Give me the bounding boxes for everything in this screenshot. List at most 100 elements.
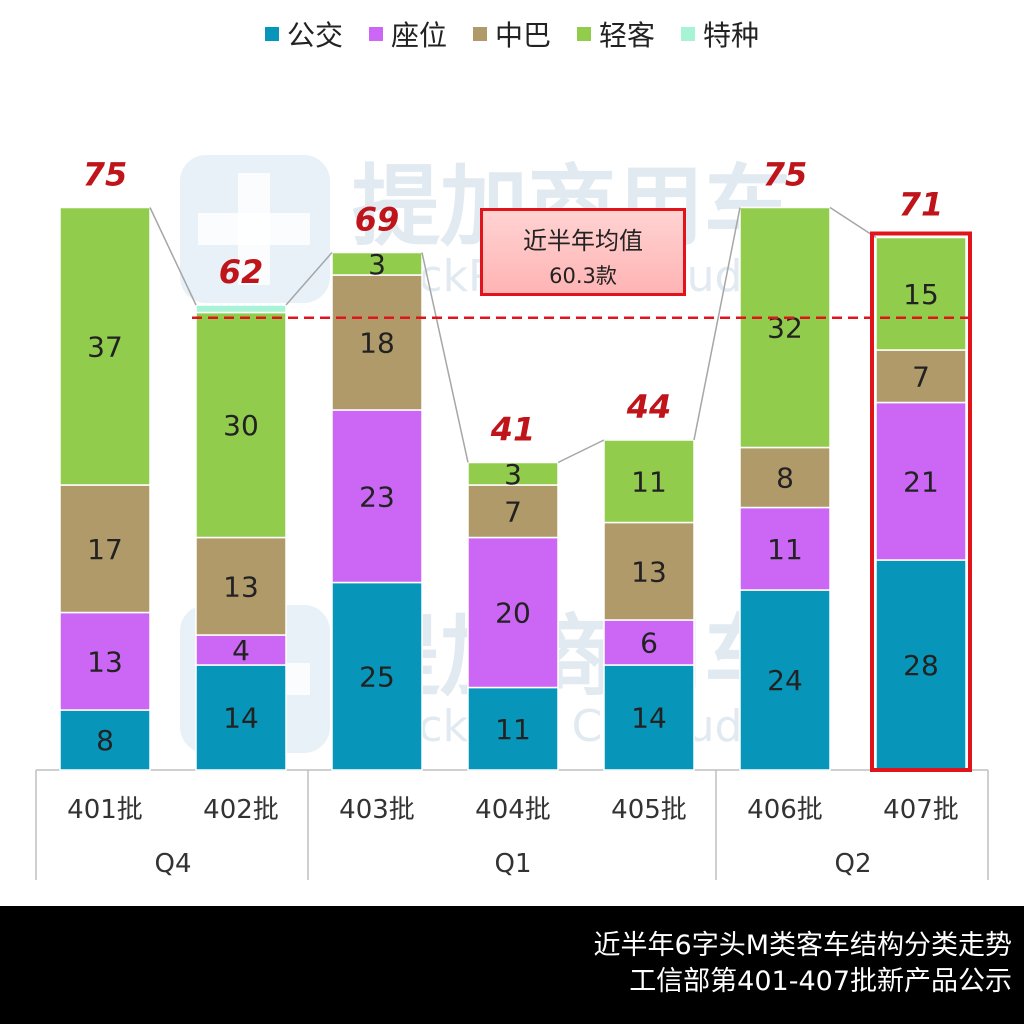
- x-tick-label: 405批: [611, 795, 687, 825]
- segment-value-label: 25: [359, 660, 395, 693]
- bar-segment-公交: [739, 589, 831, 771]
- bar-segment-公交: [331, 581, 423, 771]
- legend-label: 轻客: [599, 19, 656, 52]
- bar-segment-公交: [467, 686, 559, 771]
- segment-value-label: 11: [767, 533, 803, 566]
- legend-label: 特种: [703, 19, 760, 52]
- segment-value-label: 8: [776, 462, 794, 495]
- group-label: Q2: [834, 849, 871, 879]
- group-label: Q4: [154, 849, 191, 879]
- total-label: 75: [763, 156, 808, 194]
- legend-label: 座位: [390, 19, 447, 52]
- segment-value-label: 20: [495, 597, 531, 630]
- average-callout-value: 60.3款: [549, 264, 617, 288]
- legend-swatch: [577, 27, 591, 41]
- segment-value-label: 23: [359, 480, 395, 513]
- bar-segment-座位: [739, 506, 831, 591]
- segment-value-label: 24: [767, 664, 803, 697]
- segment-value-label: 37: [87, 330, 123, 363]
- bar-segment-轻客: [331, 251, 423, 276]
- total-connector-line: [149, 207, 197, 306]
- x-tick-label: 404批: [475, 795, 551, 825]
- segment-value-label: 32: [767, 312, 803, 345]
- segment-value-label: 6: [640, 627, 658, 660]
- average-callout-title: 近半年均值: [523, 227, 643, 255]
- legend-label: 中巴: [494, 19, 551, 52]
- total-connector-line: [285, 252, 333, 306]
- segment-value-label: 18: [359, 327, 395, 360]
- segment-value-label: 13: [223, 570, 259, 603]
- bar-segment-特种: [195, 304, 287, 314]
- footer-line-2: 工信部第401-407批新产品公示: [629, 966, 1012, 997]
- legend-swatch: [681, 27, 696, 41]
- bar-segment-座位: [59, 611, 151, 711]
- legend-item: 轻客: [577, 14, 655, 54]
- segment-value-label: 13: [87, 645, 123, 678]
- bar-segment-公交: [875, 559, 967, 771]
- total-connector-line: [557, 439, 605, 464]
- segment-value-label: 17: [87, 533, 123, 566]
- watermark-logo-bar: [198, 213, 310, 245]
- watermark-en-text: TruckPlus CV studio: [351, 701, 782, 752]
- bar-segment-中巴: [331, 274, 423, 411]
- segment-value-label: 21: [903, 465, 939, 498]
- highlight-frame: [870, 231, 972, 772]
- x-tick-label: 403批: [339, 795, 415, 825]
- segment-value-label: 30: [223, 409, 259, 442]
- segment-value-label: 14: [223, 702, 259, 735]
- bar-segment-轻客: [603, 439, 695, 524]
- bar-segment-轻客: [875, 236, 967, 351]
- total-connectors: [149, 206, 877, 464]
- segment-value-label: 14: [631, 702, 667, 735]
- group-label: Q1: [494, 849, 531, 879]
- bar-segment-座位: [875, 401, 967, 561]
- bar-segment-中巴: [59, 484, 151, 614]
- x-tick-label: 407批: [883, 795, 959, 825]
- bar-segment-中巴: [875, 349, 967, 404]
- segment-value-label: 11: [495, 713, 531, 746]
- total-connector-line: [829, 206, 877, 239]
- average-callout: 近半年均值 60.3款: [480, 208, 686, 296]
- x-tick-label: 402批: [203, 795, 279, 825]
- total-label: 69: [355, 201, 400, 239]
- bar-segment-轻客: [467, 461, 559, 486]
- total-label: 44: [626, 388, 672, 426]
- total-label: 41: [490, 411, 536, 449]
- segment-value-label: 4: [232, 634, 250, 667]
- total-connector-line: [693, 207, 741, 441]
- legend-item: 中巴: [472, 14, 551, 54]
- segment-value-label: 7: [912, 360, 930, 393]
- total-label: 71: [899, 186, 944, 224]
- bar-segment-中巴: [603, 521, 695, 621]
- bar-segment-轻客: [195, 311, 287, 539]
- bar-segment-中巴: [467, 484, 559, 539]
- total-connector-line: [421, 252, 469, 463]
- bar-segment-座位: [331, 409, 423, 584]
- segment-value-label: 8: [96, 724, 114, 757]
- segment-value-label: 3: [368, 248, 386, 281]
- bar-segment-轻客: [739, 206, 831, 449]
- total-label: 62: [219, 253, 264, 291]
- bar-segment-轻客: [59, 206, 151, 486]
- legend-swatch: [264, 27, 279, 41]
- bar-segment-座位: [195, 634, 287, 666]
- legend-label: 公交: [286, 19, 343, 52]
- segment-value-label: 13: [631, 555, 667, 588]
- footer: 近半年6字头M类客车结构分类走势 工信部第401-407批新产品公示: [0, 906, 1024, 1024]
- segment-value-label: 3: [504, 458, 522, 491]
- legend-item: 特种: [681, 14, 759, 54]
- segment-value-label: 15: [903, 278, 939, 311]
- bar-segment-公交: [603, 664, 695, 771]
- watermark-cn-text: 提加商用车: [352, 605, 792, 708]
- bar-segment-中巴: [195, 536, 287, 636]
- footer-line-1: 近半年6字头M类客车结构分类走势: [593, 930, 1012, 961]
- legend-item: 座位: [368, 14, 447, 54]
- legend-item: 公交: [264, 14, 343, 54]
- bar-segment-座位: [467, 536, 559, 689]
- bar-segment-公交: [59, 709, 151, 771]
- segment-value-label: 28: [903, 649, 939, 682]
- legend-swatch: [472, 27, 487, 41]
- overlay: 75 62 69 41 44 75 71: [83, 156, 975, 772]
